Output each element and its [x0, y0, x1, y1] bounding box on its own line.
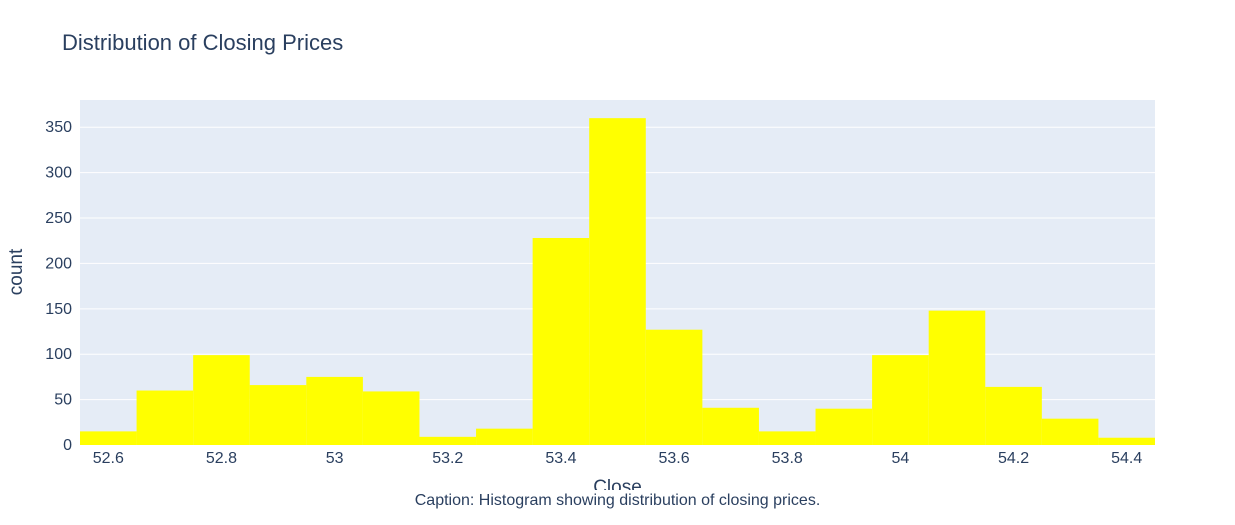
x-tick-label: 54 — [891, 450, 909, 467]
x-tick-label: 54.2 — [998, 450, 1029, 467]
x-tick-label: 53.4 — [545, 450, 576, 467]
y-tick-label: 250 — [45, 210, 72, 227]
chart: Distribution of Closing Prices 52.6 52.8 5… — [6, 30, 1155, 490]
x-tick-label: 53 — [326, 450, 344, 467]
y-tick-label: 100 — [45, 346, 72, 363]
x-axis-title: Close — [593, 477, 642, 490]
y-tick-label: 0 — [63, 437, 72, 454]
histogram-bar — [306, 376, 363, 445]
histogram-bar — [419, 436, 477, 445]
histogram-bar — [1041, 418, 1099, 445]
x-tick-label: 52.6 — [93, 450, 124, 467]
x-axis-ticks: 52.6 52.8 53 53.2 53.4 53.6 53.8 54 54.2 54.4 — [93, 450, 1143, 467]
y-axis-ticks: 0 50 100 150 200 250 300 350 — [45, 119, 72, 454]
histogram-bar — [476, 428, 533, 445]
histogram-bar — [702, 407, 759, 445]
histogram-bar — [645, 329, 703, 445]
x-tick-label: 53.2 — [432, 450, 463, 467]
histogram-bar — [589, 118, 646, 445]
x-tick-label: 53.6 — [659, 450, 690, 467]
histogram-bar — [872, 355, 929, 445]
histogram-bar — [928, 310, 986, 445]
histogram-bar — [532, 238, 590, 445]
histogram-bar — [985, 386, 1042, 445]
histogram-bar — [249, 385, 307, 445]
histogram-bar — [80, 431, 137, 445]
histogram-bar — [1098, 437, 1155, 445]
x-tick-label: 54.4 — [1111, 450, 1142, 467]
histogram-bar — [136, 390, 194, 445]
chart-title: Distribution of Closing Prices — [62, 30, 343, 55]
histogram-bar — [362, 391, 420, 445]
histogram-bar — [815, 408, 873, 445]
x-tick-label: 53.8 — [772, 450, 803, 467]
x-tick-label: 52.8 — [206, 450, 237, 467]
caption: Caption: Histogram showing distribution … — [414, 492, 821, 509]
y-tick-label: 150 — [45, 301, 72, 318]
y-tick-label: 300 — [45, 165, 72, 182]
histogram-bar — [193, 355, 250, 445]
bars — [80, 118, 1155, 445]
histogram-bar — [758, 431, 816, 445]
y-axis-title: count — [6, 248, 27, 295]
y-tick-label: 350 — [45, 119, 72, 136]
y-tick-label: 50 — [54, 392, 72, 409]
y-tick-label: 200 — [45, 255, 72, 272]
